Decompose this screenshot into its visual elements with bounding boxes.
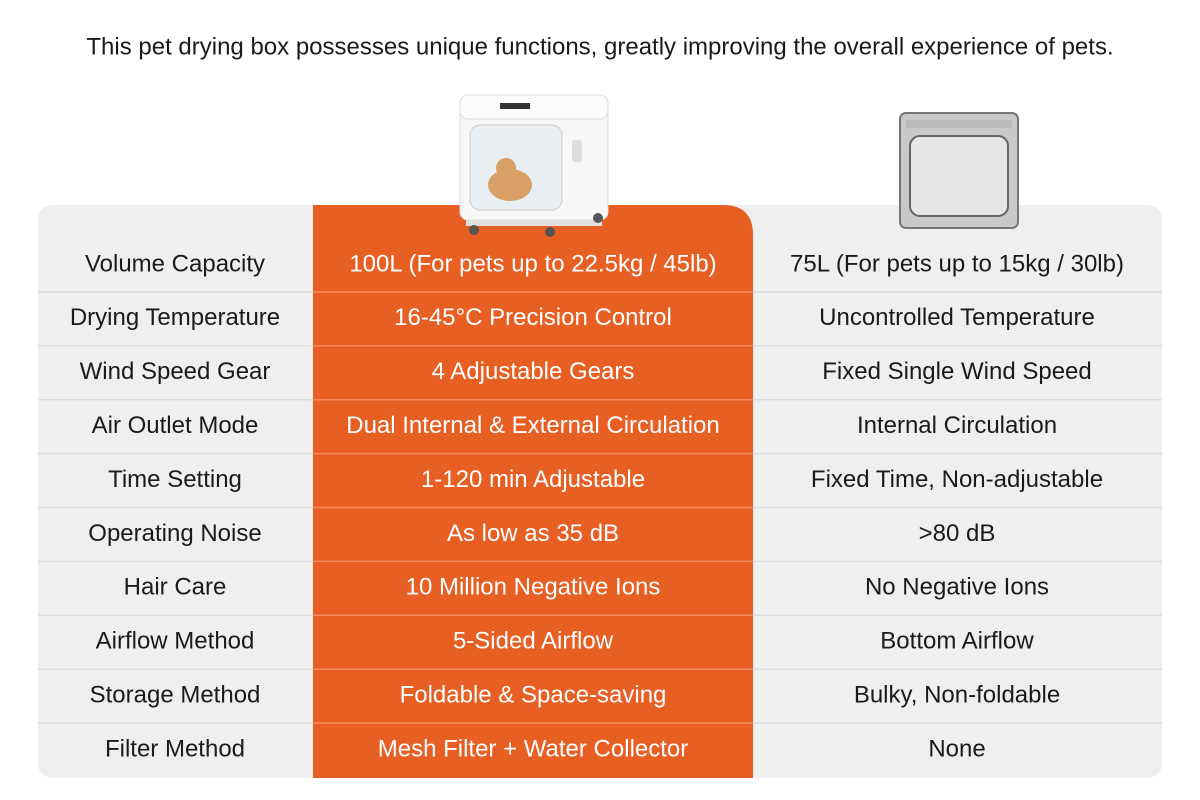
competitor-value: Internal Circulation	[857, 412, 1057, 439]
product-value: 5-Sided Airflow	[453, 628, 614, 655]
competitor-value: 75L (For pets up to 15kg / 30lb)	[790, 250, 1124, 277]
row-label: Time Setting	[108, 466, 242, 493]
competitor-image	[899, 112, 1019, 229]
product-value: Dual Internal & External Circulation	[346, 412, 720, 439]
row-label: Airflow Method	[96, 628, 255, 655]
competitor-value: Fixed Time, Non-adjustable	[811, 466, 1103, 493]
row-label: Filter Method	[105, 735, 245, 762]
dryer-image	[459, 94, 609, 237]
competitor-value: Fixed Single Wind Speed	[822, 358, 1091, 385]
competitor-value: >80 dB	[919, 520, 996, 547]
row-label: Air Outlet Mode	[92, 412, 259, 439]
product-value: Foldable & Space-saving	[400, 681, 667, 708]
competitor-value: Uncontrolled Temperature	[819, 304, 1095, 331]
competitor-value: None	[928, 735, 985, 762]
row-label: Storage Method	[90, 681, 261, 708]
row-label: Volume Capacity	[85, 250, 265, 277]
product-value: 16-45°C Precision Control	[394, 304, 672, 331]
row-label: Drying Temperature	[70, 304, 280, 331]
product-value: 100L (For pets up to 22.5kg / 45lb)	[349, 250, 716, 277]
product-value: 10 Million Negative Ions	[406, 574, 661, 601]
row-label: Wind Speed Gear	[80, 358, 271, 385]
product-value: As low as 35 dB	[447, 520, 619, 547]
row-label: Hair Care	[124, 574, 227, 601]
product-value: 4 Adjustable Gears	[432, 358, 635, 385]
product-value: Mesh Filter + Water Collector	[378, 735, 689, 762]
title: This pet drying box possesses unique fun…	[86, 33, 1113, 60]
competitor-value: Bottom Airflow	[880, 628, 1034, 655]
competitor-value: No Negative Ions	[865, 574, 1049, 601]
highlight-column	[313, 205, 753, 778]
competitor-value: Bulky, Non-foldable	[854, 681, 1060, 708]
row-label: Operating Noise	[88, 520, 261, 547]
product-value: 1-120 min Adjustable	[421, 466, 645, 493]
